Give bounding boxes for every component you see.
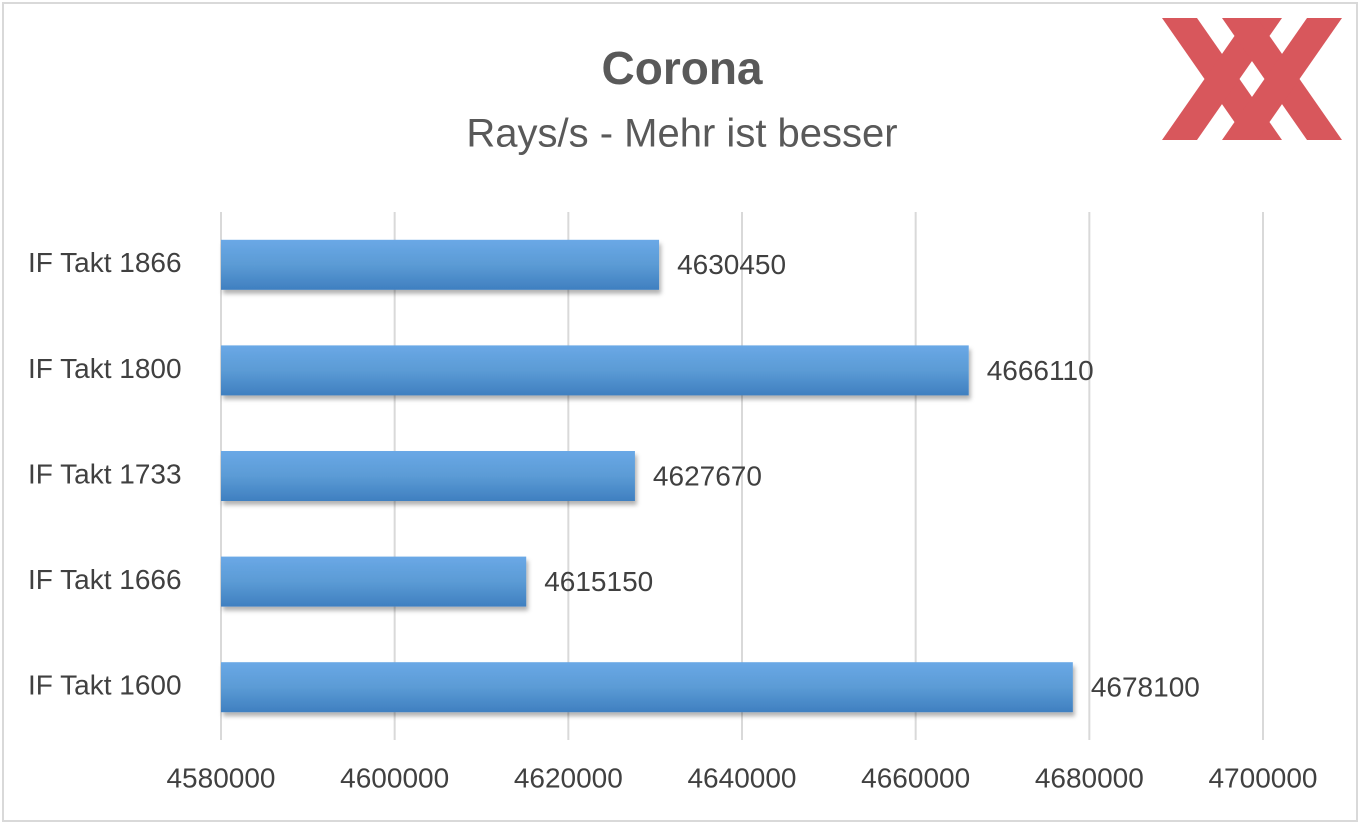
bar bbox=[221, 451, 635, 501]
x-tick-label: 4660000 bbox=[861, 762, 970, 793]
bar bbox=[221, 556, 527, 607]
x-tick-label: 4680000 bbox=[1035, 762, 1144, 793]
x-tick-label: 4580000 bbox=[166, 762, 275, 793]
bar bbox=[221, 239, 660, 290]
data-label: 4666110 bbox=[987, 355, 1094, 386]
data-label: 4627670 bbox=[653, 460, 762, 491]
x-tick-label: 4640000 bbox=[687, 762, 796, 793]
chart-subtitle: Rays/s - Mehr ist besser bbox=[466, 112, 897, 156]
data-label: 4630450 bbox=[677, 249, 786, 280]
grid: 4580000 4600000 4620000 4640000 4660000 46800… bbox=[166, 212, 1318, 793]
y-tick-label: IF Takt 1600 bbox=[28, 670, 182, 701]
y-tick-label: IF Takt 1866 bbox=[28, 247, 182, 278]
bar bbox=[221, 662, 1073, 713]
data-label: 4678100 bbox=[1091, 672, 1200, 703]
x-tick-label: 4620000 bbox=[514, 762, 623, 793]
y-tick-label: IF Takt 1666 bbox=[28, 564, 182, 595]
chart-title: Corona bbox=[602, 42, 763, 94]
data-label: 4615150 bbox=[544, 566, 653, 597]
bar bbox=[221, 345, 969, 396]
x-tick-label: 4600000 bbox=[340, 762, 449, 793]
plot: IF Takt 1866 4630450 IF Takt 1800 4666110 IF… bbox=[28, 239, 1200, 713]
y-tick-label: IF Takt 1733 bbox=[28, 458, 182, 489]
y-tick-label: IF Takt 1800 bbox=[28, 353, 182, 384]
logo bbox=[1162, 18, 1342, 140]
x-tick-label: 4700000 bbox=[1208, 762, 1317, 793]
